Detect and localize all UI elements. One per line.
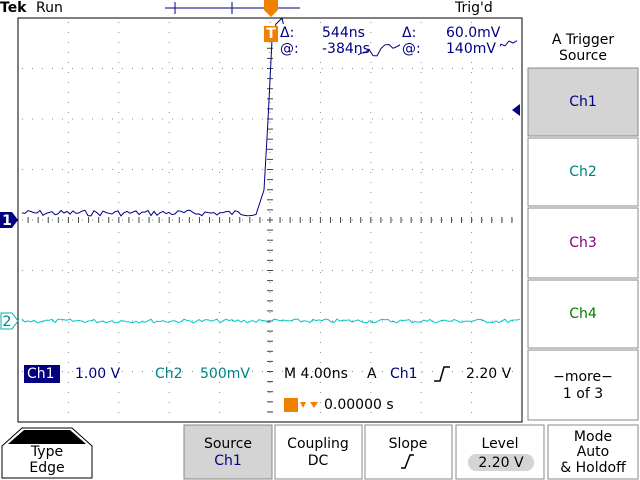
menu-button[interactable] bbox=[527, 207, 639, 279]
softkey-source[interactable]: Source Ch1 bbox=[183, 424, 273, 480]
softkey-slope[interactable]: Slope bbox=[364, 424, 453, 480]
trigger-marker-label: T bbox=[266, 26, 276, 42]
softkey[interactable] bbox=[183, 424, 273, 480]
cursor-at-label: @: bbox=[280, 41, 299, 57]
menu-button[interactable] bbox=[527, 137, 639, 207]
menu-more[interactable]: −more− bbox=[553, 369, 613, 385]
softkey[interactable] bbox=[274, 424, 363, 480]
ch2-name: Ch2 bbox=[155, 366, 183, 382]
ch1-name: Ch1 bbox=[27, 366, 55, 382]
menu-ch1[interactable]: Ch1 bbox=[527, 67, 639, 137]
cursor-time-delta: 544ns bbox=[322, 25, 365, 41]
ch2-marker bbox=[0, 312, 19, 330]
trigger-source: Ch1 bbox=[390, 366, 418, 382]
softkey-mode[interactable]: Mode Auto & Holdoff bbox=[547, 424, 639, 480]
cursor-readout-bg bbox=[278, 24, 358, 58]
brand: Tek bbox=[0, 0, 27, 16]
run-state: Run bbox=[36, 0, 63, 16]
trigger-position-marker bbox=[264, 0, 278, 17]
cursor-volt-delta: 60.0mV bbox=[446, 25, 501, 41]
softkey-extra[interactable]: & Holdoff bbox=[560, 460, 626, 476]
softkey-coupling[interactable]: Coupling DC bbox=[274, 424, 363, 480]
trigger-position: 0.00000 s bbox=[324, 397, 394, 413]
cursor-delta-label: Δ: bbox=[402, 25, 416, 41]
timebase: M 4.00ns bbox=[284, 366, 348, 382]
cursor-delta-label: Δ: bbox=[280, 25, 294, 41]
menu-more[interactable]: −more− 1 of 3 bbox=[527, 349, 639, 421]
softkey-label[interactable]: Coupling bbox=[287, 436, 349, 452]
menu-page[interactable]: 1 of 3 bbox=[563, 386, 603, 402]
softkey-value[interactable]: 2.20 V bbox=[478, 455, 524, 471]
softkey-label[interactable]: Type bbox=[30, 444, 63, 460]
ch1-marker-label: 1 bbox=[2, 213, 12, 229]
softkey-type[interactable]: Type Edge bbox=[1, 427, 93, 479]
trigger-level-marker bbox=[512, 104, 520, 116]
ch1-marker bbox=[0, 212, 18, 228]
menu-item[interactable]: Ch1 bbox=[569, 94, 597, 110]
menu-ch2[interactable]: Ch2 bbox=[527, 137, 639, 207]
softkey[interactable] bbox=[547, 424, 639, 480]
ch2-scale: 500mV bbox=[200, 366, 250, 382]
menu-button[interactable] bbox=[527, 279, 639, 349]
menu-title: A Trigger bbox=[552, 32, 615, 48]
trigger-mode: A bbox=[367, 366, 377, 382]
menu-ch3[interactable]: Ch3 bbox=[527, 207, 639, 279]
softkey-level[interactable]: Level 2.20 V bbox=[455, 424, 545, 480]
trigger-marker bbox=[264, 26, 278, 42]
cursor-volt-at: 140mV bbox=[446, 41, 496, 57]
menu-ch4[interactable]: Ch4 bbox=[527, 279, 639, 349]
menu-title: Source bbox=[559, 48, 607, 64]
cursor-at-label: @: bbox=[402, 41, 421, 57]
softkey-label[interactable]: Slope bbox=[389, 436, 428, 452]
menu-item[interactable]: Ch2 bbox=[569, 164, 597, 180]
trigger-pos-arrow bbox=[310, 402, 318, 408]
menu-item[interactable]: Ch3 bbox=[569, 235, 597, 251]
softkey-label[interactable]: Source bbox=[204, 436, 252, 452]
ch1-scale: 1.00 V bbox=[75, 366, 121, 382]
softkey-tab-fill bbox=[8, 430, 86, 444]
cursor-readout-bg bbox=[400, 24, 500, 58]
menu-button[interactable] bbox=[527, 349, 639, 421]
slope-icon bbox=[401, 454, 414, 469]
slope-icon bbox=[434, 366, 450, 382]
trigger-pos-arrow bbox=[300, 402, 306, 408]
ch1-readout-bg bbox=[24, 365, 60, 383]
cursor-time-at: -384ns bbox=[322, 41, 370, 57]
trigger-pos-icon bbox=[284, 398, 298, 412]
softkey-value[interactable]: Auto bbox=[577, 444, 610, 460]
softkey[interactable] bbox=[364, 424, 453, 480]
menu-item[interactable]: Ch4 bbox=[569, 306, 597, 322]
softkey-value[interactable]: Edge bbox=[29, 460, 64, 476]
level-value-bg bbox=[468, 454, 534, 471]
menu-button[interactable] bbox=[527, 67, 639, 137]
ch2-marker-label: 2 bbox=[3, 314, 12, 330]
ch2-waveform bbox=[21, 318, 521, 324]
trigger-level: 2.20 V bbox=[466, 366, 512, 382]
softkey-value[interactable]: DC bbox=[308, 453, 329, 469]
softkey-label[interactable]: Level bbox=[482, 436, 519, 452]
softkey-value[interactable]: Ch1 bbox=[214, 453, 242, 469]
trigger-state: Trig'd bbox=[454, 0, 493, 16]
softkey-label[interactable]: Mode bbox=[574, 429, 612, 445]
